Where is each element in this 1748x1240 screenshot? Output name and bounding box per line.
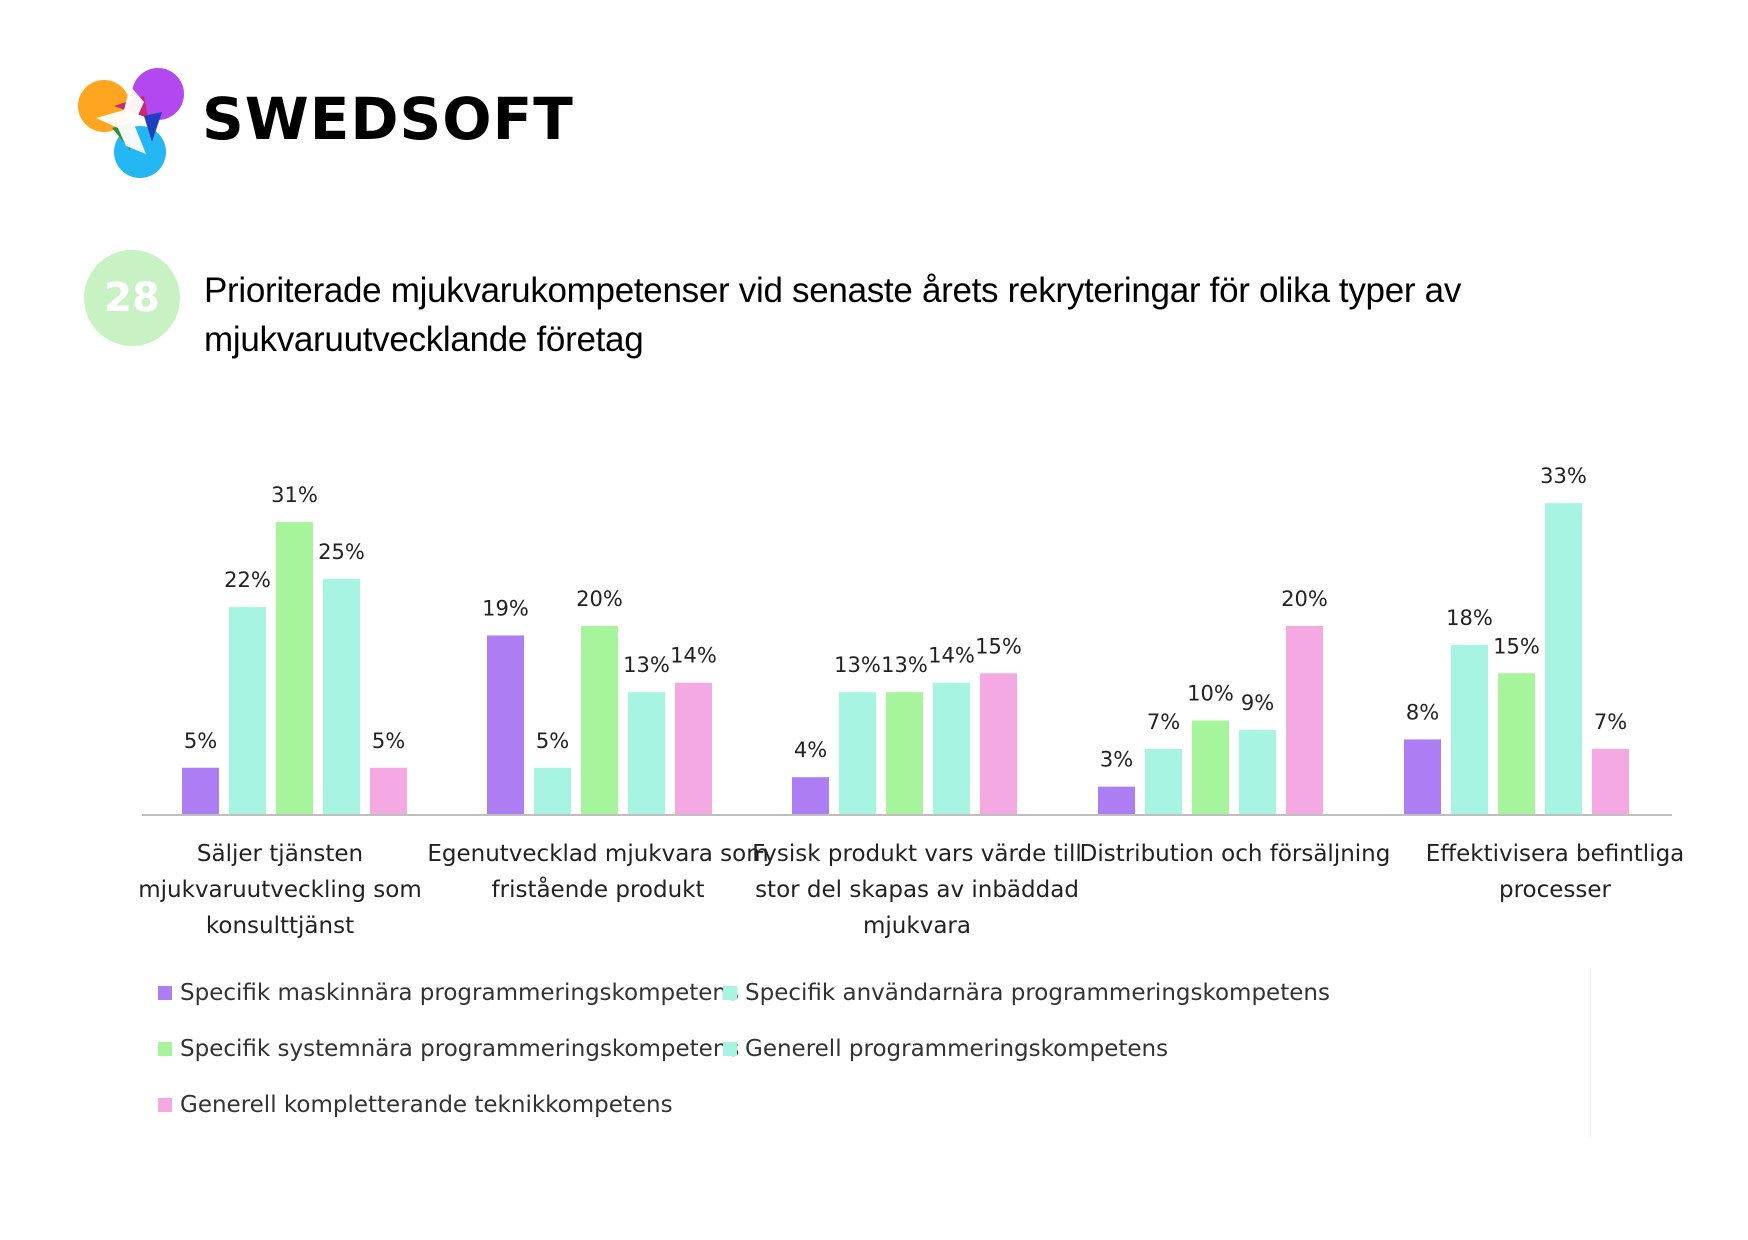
data-label: 7% [1147, 710, 1180, 734]
data-label: 3% [1100, 748, 1133, 772]
data-label: 5% [184, 729, 217, 753]
legend-label: Generell kompletterande teknikkompetens [180, 1092, 673, 1118]
data-label: 20% [1281, 587, 1328, 611]
legend-swatch [723, 986, 737, 1000]
data-label: 31% [271, 483, 318, 507]
data-label: 13% [623, 653, 670, 677]
legend-label: Generell programmeringskompetens [745, 1036, 1169, 1062]
data-label: 22% [224, 568, 271, 592]
legend-item: Specifik systemnära programmeringskompet… [158, 1036, 739, 1062]
category-label: Säljer tjänsten [197, 841, 363, 867]
bar [675, 682, 712, 815]
data-label: 8% [1406, 700, 1439, 724]
bar [1192, 720, 1229, 815]
data-label: 13% [834, 653, 881, 677]
bar [1451, 644, 1488, 815]
legend-swatch [158, 1042, 172, 1056]
legend-item: Generell kompletterande teknikkompetens [158, 1092, 673, 1118]
data-label: 9% [1241, 691, 1274, 715]
bar [534, 767, 571, 815]
bar [886, 692, 923, 815]
data-label: 13% [881, 653, 928, 677]
legend-label: Specifik systemnära programmeringskompet… [180, 1036, 740, 1062]
legend-swatch [158, 1098, 172, 1112]
category-label: fristående produkt [492, 875, 705, 903]
data-label: 25% [318, 540, 365, 564]
bar [1498, 673, 1535, 815]
chart-title: Prioriterade mjukvarukompetenser vid sen… [204, 271, 1462, 359]
category-label: stor del skapas av inbäddad [755, 877, 1079, 903]
bar [1545, 503, 1582, 815]
slide-number: 28 [104, 275, 160, 321]
data-label: 20% [576, 587, 623, 611]
category-label: Egenutvecklad mjukvara som [427, 841, 768, 867]
data-label: 5% [372, 729, 405, 753]
data-labels-layer: 5% 19% 4% 3% 8% 22% 5% 13% 7% 18% 31% 20% 13% 10% 15% 2… [184, 464, 1627, 772]
bar [628, 692, 665, 815]
bar [370, 767, 407, 815]
bar-chart: 5% 19% 4% 3% 8% 22% 5% 13% 7% 18% 31% 20% 13% 10% 15% 2… [138, 464, 1684, 939]
category-labels-layer: Säljer tjänsten mjukvaruutveckling som kon… [138, 841, 1684, 939]
data-label: 7% [1594, 710, 1627, 734]
data-label: 15% [1493, 634, 1540, 658]
bar [323, 578, 360, 815]
bar [1404, 739, 1441, 815]
legend-item: Specifik maskinnära programmeringskompet… [158, 980, 739, 1006]
brand-name: SWEDSOFT [202, 85, 574, 153]
legend-swatch [723, 1042, 737, 1056]
bar [839, 692, 876, 815]
data-label: 10% [1187, 682, 1234, 706]
bars-layer [182, 503, 1629, 815]
slide-number-badge: 28 [84, 250, 180, 346]
data-label: 18% [1446, 606, 1493, 630]
category-label: Effektivisera befintliga [1426, 841, 1685, 867]
category-label: mjukvara [863, 913, 971, 939]
legend-item: Specifik användarnära programmeringskomp… [723, 980, 1330, 1006]
category-label: processer [1499, 877, 1612, 903]
bar [1098, 786, 1135, 815]
legend-label: Specifik användarnära programmeringskomp… [745, 980, 1330, 1006]
legend-label: Specifik maskinnära programmeringskompet… [180, 980, 739, 1006]
bar [792, 777, 829, 815]
data-label: 14% [670, 644, 717, 668]
category-label: mjukvaruutveckling som [138, 877, 421, 903]
category-label: konsulttjänst [206, 913, 354, 939]
data-label: 19% [482, 596, 529, 620]
bar [182, 767, 219, 815]
bar [980, 673, 1017, 815]
data-label: 4% [794, 738, 827, 762]
bar [1145, 748, 1182, 815]
category-label: Distribution och försäljning [1080, 841, 1391, 867]
bar [487, 635, 524, 815]
bar [581, 626, 618, 815]
bar [276, 522, 313, 815]
divider [1590, 968, 1591, 1138]
bar [1592, 748, 1629, 815]
data-label: 33% [1540, 464, 1587, 488]
bar [229, 607, 266, 815]
legend-swatch [158, 986, 172, 1000]
category-label: Fysisk produkt vars värde till [752, 841, 1082, 867]
bar [1286, 626, 1323, 815]
data-label: 15% [975, 634, 1022, 658]
data-label: 14% [928, 644, 975, 668]
data-label: 5% [536, 729, 569, 753]
swedsoft-logo-icon [78, 68, 184, 178]
bar [933, 682, 970, 815]
legend-item: Generell programmeringskompetens [723, 1036, 1168, 1062]
bar [1239, 729, 1276, 815]
